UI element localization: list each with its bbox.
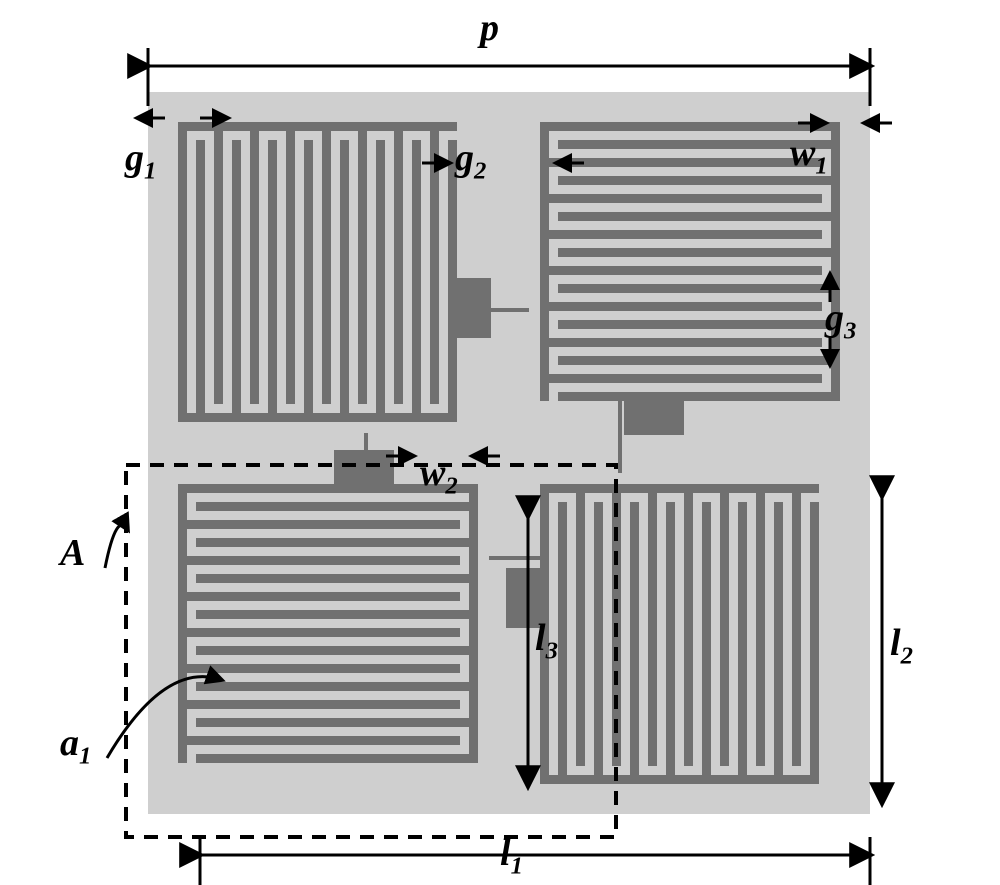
- connector: [489, 556, 540, 560]
- label-l1: l1: [500, 831, 523, 881]
- label-w2: w2: [420, 451, 458, 501]
- label-l3: l3: [535, 616, 558, 666]
- connector: [364, 433, 368, 484]
- label-g3: g3: [825, 296, 856, 346]
- label-a1: a1: [60, 721, 91, 771]
- connector: [618, 401, 622, 473]
- label-p: p: [480, 6, 499, 50]
- label-w1: w1: [790, 131, 828, 181]
- connector: [457, 308, 529, 312]
- label-g2: g2: [455, 136, 486, 186]
- label-l2: l2: [890, 621, 913, 671]
- label-g1: g1: [125, 136, 156, 186]
- label-A: A: [60, 531, 85, 575]
- diagram-svg: [0, 0, 1000, 885]
